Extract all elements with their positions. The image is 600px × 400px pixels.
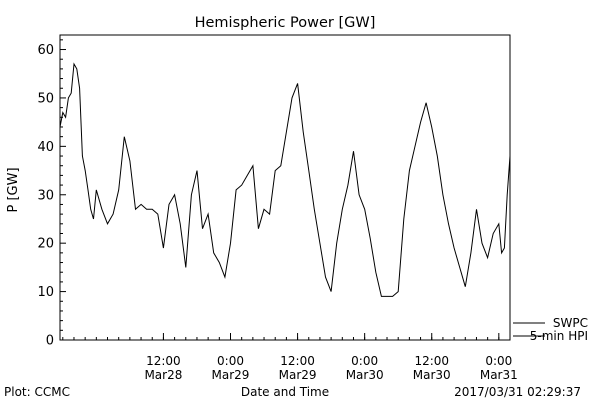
y-tick-label: 10: [37, 285, 54, 300]
x-axis-label: Date and Time: [241, 385, 329, 399]
legend-hpi-label: 5-min HPI: [530, 329, 588, 343]
x-tick-label-time: 12:00: [414, 354, 449, 368]
y-tick-label: 30: [37, 188, 54, 203]
y-tick-label: 20: [37, 237, 54, 252]
plot-credit: Plot: CCMC: [4, 385, 70, 399]
y-axis-label: P [GW]: [6, 167, 21, 212]
y-axis: 0 10 20 30 40 50 60: [37, 39, 66, 349]
plot-timestamp: 2017/03/31 02:29:37: [454, 385, 581, 399]
x-axis: 12:00Mar280:00Mar2912:00Mar290:00Mar3012…: [62, 333, 518, 382]
x-tick-label-time: 0:00: [351, 354, 378, 368]
chart-title: Hemispheric Power [GW]: [195, 15, 376, 31]
legend-swpc-label: SWPC: [553, 316, 588, 330]
y-tick-label: 60: [37, 43, 54, 58]
series-5-min-hpi-line: [59, 62, 511, 297]
x-tick-label-time: 12:00: [146, 354, 181, 368]
y-tick-label: 0: [46, 334, 54, 349]
y-tick-label: 40: [37, 140, 54, 155]
x-tick-label-date: Mar30: [413, 368, 451, 382]
x-tick-label-time: 0:00: [217, 354, 244, 368]
x-tick-label-date: Mar28: [144, 368, 182, 382]
x-tick-label-date: Mar30: [346, 368, 384, 382]
legend: SWPC 5-min HPI: [513, 316, 588, 343]
x-tick-label-time: 12:00: [280, 354, 315, 368]
x-tick-label-date: Mar29: [212, 368, 250, 382]
y-tick-label: 50: [37, 91, 54, 106]
x-tick-label-date: Mar29: [279, 368, 317, 382]
plot-area-frame: [59, 34, 511, 341]
x-tick-label-date: Mar31: [480, 368, 518, 382]
x-tick-label-time: 0:00: [485, 354, 512, 368]
